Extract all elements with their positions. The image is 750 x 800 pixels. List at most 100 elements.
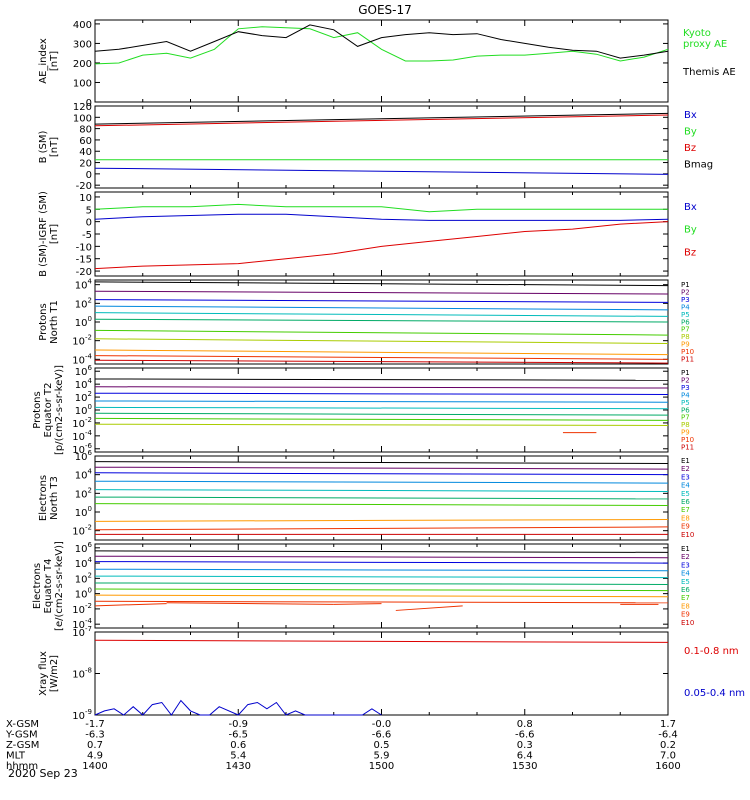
- bottom-row-value: 4.9: [87, 751, 103, 762]
- y-tick-label: 60: [79, 136, 92, 147]
- y-tick-label: 0: [86, 218, 92, 229]
- legend-label: E2: [681, 553, 690, 561]
- series-line-p7: [94, 417, 669, 421]
- legend-label: P6: [681, 406, 690, 414]
- y-tick-label: 104: [75, 278, 93, 292]
- series-group: [94, 24, 669, 65]
- legend-label: P4: [681, 303, 690, 311]
- bottom-row-value: 0.2: [660, 740, 676, 751]
- legend: 0.1-0.8 nm 0.05-0.4 nm: [684, 646, 745, 699]
- bottom-row-value: -6.5: [228, 730, 248, 741]
- legend-label: Themis AE: [682, 67, 736, 78]
- panel-frame: [94, 19, 669, 103]
- y-tick-label: 5: [86, 205, 92, 216]
- y-tick-label: 100: [75, 403, 92, 417]
- series-line-p1: [94, 378, 669, 381]
- legend-label: E1: [681, 545, 690, 553]
- y-tick-label: 104: [75, 556, 93, 570]
- legend-label: E6: [681, 586, 690, 594]
- legend-label: P5: [681, 399, 690, 407]
- series-line-e7: [94, 588, 669, 592]
- series-segment: [333, 603, 382, 605]
- bottom-row-label: X-GSM: [6, 719, 39, 730]
- legend: Bx By Bz Bmag: [684, 110, 713, 171]
- legend-label: P8: [681, 421, 690, 429]
- bottom-row-label: hhmm: [6, 761, 38, 772]
- y-axis-label: Equator T2: [43, 383, 54, 438]
- legend-label: P7: [681, 414, 690, 422]
- bottom-row-value: 0.6: [230, 740, 246, 751]
- y-axis-label: Xray flux: [38, 651, 49, 696]
- series-line-p5: [94, 406, 669, 410]
- series-line-e4: [94, 568, 669, 572]
- y-tick-label: -20: [76, 181, 92, 192]
- series-line-e3: [94, 561, 669, 564]
- y-axis-label: [p/(cm2-s-sr-keV)]: [54, 365, 65, 455]
- bottom-row-value: 0.3: [517, 740, 533, 751]
- bottom-row-value: -6.4: [658, 730, 678, 741]
- y-tick-label: 100: [75, 505, 92, 519]
- y-axis-label: North T3: [49, 476, 60, 520]
- bottom-row-value: 7.0: [660, 751, 676, 762]
- date-label: 2020 Sep 23: [8, 767, 78, 780]
- y-tick-label: 200: [73, 59, 92, 70]
- y-tick-label: 100: [73, 78, 92, 89]
- series-segment: [166, 602, 334, 605]
- legend-label: P6: [681, 318, 690, 326]
- y-tick-label: 10-2: [72, 416, 92, 430]
- legend-label: E8: [681, 602, 690, 610]
- bottom-row-label: Z-GSM: [6, 740, 39, 751]
- legend-label: P3: [681, 384, 690, 392]
- series-line-p6: [94, 412, 669, 416]
- y-tick-label: -20: [76, 267, 92, 278]
- series-line-p4: [94, 305, 669, 311]
- y-tick-label: 120: [73, 102, 92, 113]
- series-group: [94, 639, 669, 716]
- legend-label: 0.1-0.8 nm: [684, 646, 739, 657]
- series-line-e4: [94, 480, 669, 484]
- legend-label: P9: [681, 429, 690, 437]
- series-line-bz: [94, 114, 669, 127]
- y-tick-label: 102: [75, 486, 92, 500]
- y-axis-label: North T1: [49, 300, 60, 344]
- bottom-row-value: 5.9: [374, 751, 390, 762]
- series-line-bx: [94, 167, 669, 175]
- series-line-e6: [94, 582, 669, 585]
- legend-label: Bx: [684, 202, 697, 213]
- legend-label: E10: [681, 531, 694, 539]
- series-line-bmag: [94, 112, 669, 125]
- plot-title: GOES-17: [358, 3, 412, 17]
- legend-label: P3: [681, 296, 690, 304]
- series-line-e9: [94, 600, 669, 604]
- series-line-themis-ae: [94, 24, 669, 59]
- legend-label: E3: [681, 561, 690, 569]
- bottom-row-value: 0.5: [374, 740, 390, 751]
- legend-label: P10: [681, 348, 694, 356]
- series-group: [94, 281, 669, 364]
- series-line-p3: [94, 392, 669, 395]
- y-tick-label: 106: [75, 364, 93, 378]
- legend-label: P1: [681, 281, 690, 289]
- bottom-row-value: 1530: [512, 761, 537, 772]
- y-tick-label: 104: [75, 468, 93, 482]
- series-segment: [395, 605, 463, 611]
- series-line-e7: [94, 503, 669, 506]
- y-tick-label: 10-4: [72, 429, 92, 443]
- legend-label: E8: [681, 514, 690, 522]
- legend-label: P8: [681, 333, 690, 341]
- legend-label: Bmag: [684, 160, 713, 171]
- bottom-row-value: 0.7: [87, 740, 103, 751]
- series-line-p8: [94, 423, 669, 427]
- legend-label: E3: [681, 473, 690, 481]
- y-tick-label: 104: [75, 377, 93, 391]
- y-axis-label: [nT]: [49, 224, 60, 244]
- series-line-0-05-0-4-nm: [94, 699, 382, 716]
- y-tick-label: 100: [75, 315, 92, 329]
- y-tick-label: 102: [75, 296, 92, 310]
